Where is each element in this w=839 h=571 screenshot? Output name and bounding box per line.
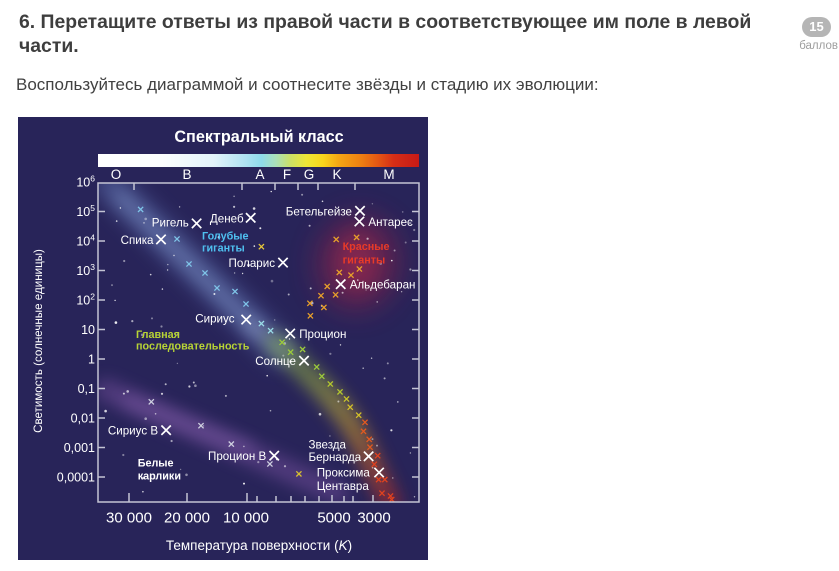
svg-text:Бетельгейзе: Бетельгейзе [286, 205, 352, 218]
svg-text:Бернарда: Бернарда [309, 451, 362, 464]
svg-text:Температура поверхности (K): Температура поверхности (K) [166, 538, 352, 553]
svg-text:Спика: Спика [121, 234, 154, 247]
svg-text:Поларис: Поларис [229, 257, 276, 270]
svg-text:G: G [304, 167, 315, 182]
svg-text:последовательность: последовательность [136, 341, 250, 353]
svg-text:Светимость (солнечные единицы): Светимость (солнечные единицы) [32, 249, 45, 433]
svg-text:Красные: Красные [343, 241, 390, 253]
svg-text:Сириус B: Сириус B [108, 425, 158, 438]
svg-text:3000: 3000 [357, 510, 390, 527]
svg-text:Спектральный класс: Спектральный класс [174, 128, 343, 146]
svg-text:30 000: 30 000 [106, 510, 152, 527]
svg-text:Процион B: Процион B [208, 450, 266, 463]
svg-text:10 000: 10 000 [223, 510, 269, 527]
svg-text:гиганты: гиганты [343, 255, 386, 267]
svg-text:0,0001: 0,0001 [57, 471, 95, 485]
svg-text:M: M [383, 167, 394, 182]
svg-text:0,1: 0,1 [78, 382, 95, 396]
svg-text:F: F [283, 167, 291, 182]
svg-text:Сириус: Сириус [195, 313, 234, 326]
svg-text:1: 1 [88, 353, 95, 367]
svg-text:0,01: 0,01 [71, 412, 95, 426]
svg-text:O: O [111, 167, 122, 182]
svg-text:Солнце: Солнце [255, 355, 296, 368]
svg-text:Проксима: Проксима [317, 466, 371, 479]
svg-text:Ригель: Ригель [152, 217, 189, 230]
svg-text:K: K [332, 167, 341, 182]
svg-text:Процион: Процион [299, 328, 346, 341]
svg-text:A: A [255, 167, 264, 182]
svg-text:Центавра: Центавра [317, 480, 370, 493]
svg-text:10: 10 [81, 323, 95, 337]
svg-text:Альдебаран: Альдебаран [350, 279, 416, 292]
svg-text:20 000: 20 000 [164, 510, 210, 527]
svg-text:Белые: Белые [138, 457, 174, 469]
svg-text:Антарес: Антарес [368, 216, 413, 229]
svg-text:Денеб: Денеб [210, 212, 244, 225]
svg-text:Главная: Главная [136, 329, 180, 341]
svg-text:Голубые: Голубые [202, 230, 249, 242]
svg-text:B: B [182, 167, 191, 182]
svg-text:гиганты: гиганты [202, 243, 245, 255]
svg-text:карлики: карлики [138, 470, 181, 482]
svg-text:Звезда: Звезда [309, 439, 347, 452]
svg-text:0,001: 0,001 [64, 441, 95, 455]
svg-text:5000: 5000 [317, 510, 350, 527]
